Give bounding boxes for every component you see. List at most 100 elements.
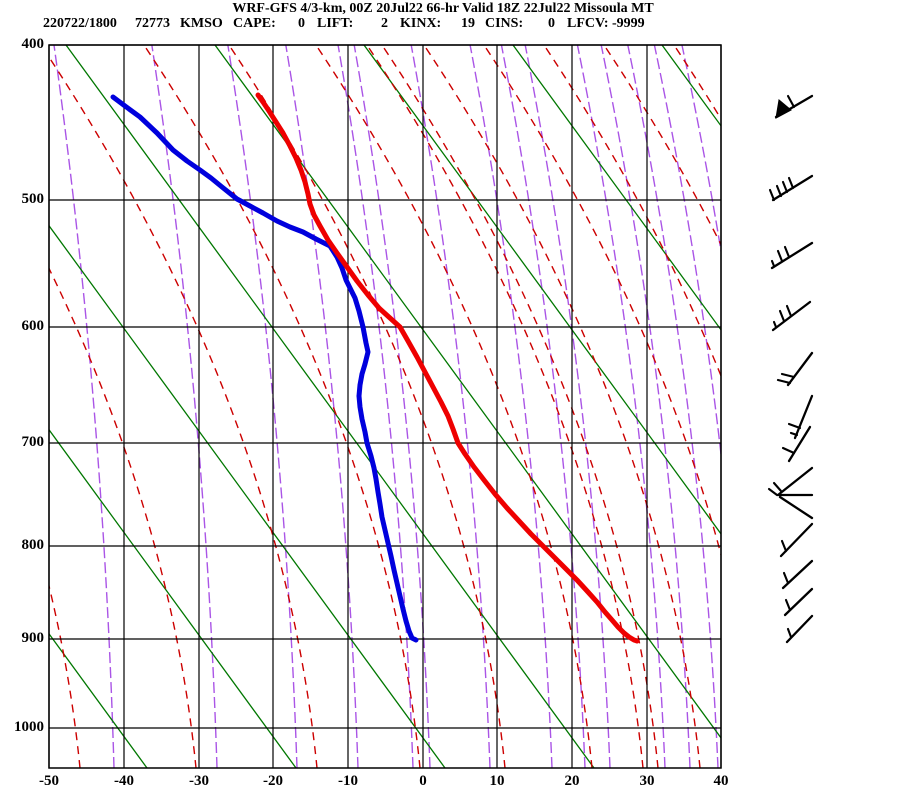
dry-adiabat-line (363, 45, 721, 535)
temperature-tick-label: 20 (564, 773, 580, 789)
barb-tick (772, 481, 783, 493)
wind-barb (779, 522, 814, 558)
station-info-token: 19 (461, 16, 475, 31)
moist-adiabat-line (543, 45, 721, 378)
barb-shaft (770, 241, 814, 270)
wind-barb-column (767, 94, 814, 644)
wind-barb (770, 241, 814, 270)
barb-tick (776, 249, 784, 263)
moist-adiabat-line (673, 45, 721, 121)
mixing-ratio-line (353, 45, 431, 768)
temperature-profile (255, 92, 640, 644)
barb-shaft (783, 587, 814, 617)
station-info-token: KINX: (400, 16, 442, 31)
barb-tick (784, 598, 792, 612)
wind-barb (785, 614, 814, 644)
moist-adiabat-line (49, 583, 81, 768)
pressure-tick-label: 700 (21, 434, 45, 450)
mixing-ratio-line (469, 45, 553, 768)
barb-tick (780, 539, 788, 553)
wind-barb (781, 425, 812, 463)
mixing-ratio-line (653, 45, 721, 461)
mixing-ratio-line (151, 45, 218, 768)
dry-adiabat-line (661, 45, 721, 127)
moist-adiabat-line (366, 45, 644, 768)
mixing-ratio-line (681, 45, 721, 256)
barb-tick (768, 188, 776, 202)
wind-barb (771, 300, 812, 332)
dry-adiabat-line (512, 45, 721, 331)
barb-shaft (778, 495, 814, 520)
station-info-token: KMSO (180, 16, 223, 31)
grid-lines (48, 44, 722, 769)
dewpoint-profile (110, 94, 419, 643)
barb-pennant-icon (775, 99, 792, 119)
moist-adiabat-line (49, 266, 197, 768)
pressure-tick-label: 500 (21, 191, 45, 207)
mixing-ratio-line (410, 45, 491, 768)
dry-adiabat-line (49, 428, 297, 768)
barb-shaft (786, 351, 814, 387)
wind-barb (776, 351, 814, 387)
moist-adiabat-line (603, 45, 721, 247)
moist-adiabat-line (744, 45, 900, 768)
barb-shaft (793, 394, 814, 440)
wind-barb (781, 559, 814, 590)
barb-tick (789, 431, 799, 437)
barb-tick (776, 378, 792, 385)
barb-shaft (787, 425, 812, 463)
dry-adiabat-line (65, 45, 595, 768)
chart-title: WRF-GFS 4/3-km, 00Z 20Jul22 66-hr Valid … (232, 1, 654, 16)
mixing-ratio-line (285, 45, 359, 768)
temperature-tick-label: 30 (639, 773, 655, 789)
barb-shaft (776, 466, 814, 497)
station-info-token: 72773 (135, 16, 170, 31)
barb-tick (787, 422, 802, 430)
barb-tick (767, 487, 779, 497)
mixing-ratio-line (600, 45, 691, 768)
barb-tick (770, 259, 776, 268)
barb-tick (781, 446, 796, 455)
mixing-ratio-line (500, 45, 586, 768)
temperature-tick-label: -50 (39, 773, 59, 789)
wind-barb (768, 174, 814, 202)
moist-adiabat-line (315, 45, 593, 768)
temperature-tick-label: -30 (189, 773, 209, 789)
temperature-tick-label: -10 (338, 773, 358, 789)
pressure-tick-label: 600 (21, 318, 45, 334)
moist-adiabat-line (381, 45, 659, 768)
moist-adiabat-line (423, 45, 701, 768)
moist-adiabat-line (483, 45, 721, 558)
wind-barb (783, 587, 814, 617)
temperature-tick-label: 40 (713, 773, 729, 789)
plot-border (48, 44, 722, 769)
temperature-tick-label: 10 (489, 773, 505, 789)
temperature-tick-label: 0 (419, 773, 427, 789)
pressure-tick-label: 800 (21, 537, 45, 553)
barb-tick (786, 94, 796, 109)
station-info-token: 0 (548, 16, 555, 31)
station-info-token: 0 (298, 16, 305, 31)
pressure-tick-label: 900 (21, 630, 45, 646)
barb-tick (772, 320, 778, 329)
barb-tick (787, 176, 795, 190)
wind-barb (787, 394, 814, 440)
dry-adiabat-line (214, 45, 721, 739)
barb-tick (778, 309, 786, 323)
mixing-ratio-line (524, 45, 611, 768)
barb-tick (785, 304, 793, 318)
dry-adiabat-line (49, 224, 446, 768)
station-info-token: 220722/1800 (43, 16, 117, 31)
temperature-tick-label: -40 (114, 773, 134, 789)
barb-tick (781, 180, 789, 194)
background-isopleths (49, 45, 900, 768)
barb-tick (780, 372, 796, 379)
dry-adiabat-line (49, 632, 148, 768)
barb-tick (782, 571, 790, 585)
mixing-ratio-line (227, 45, 298, 768)
temperature-tick-label: -20 (263, 773, 283, 789)
station-info-token: 2 (381, 16, 388, 31)
station-info-token: LFCV: -9999 (567, 16, 645, 31)
